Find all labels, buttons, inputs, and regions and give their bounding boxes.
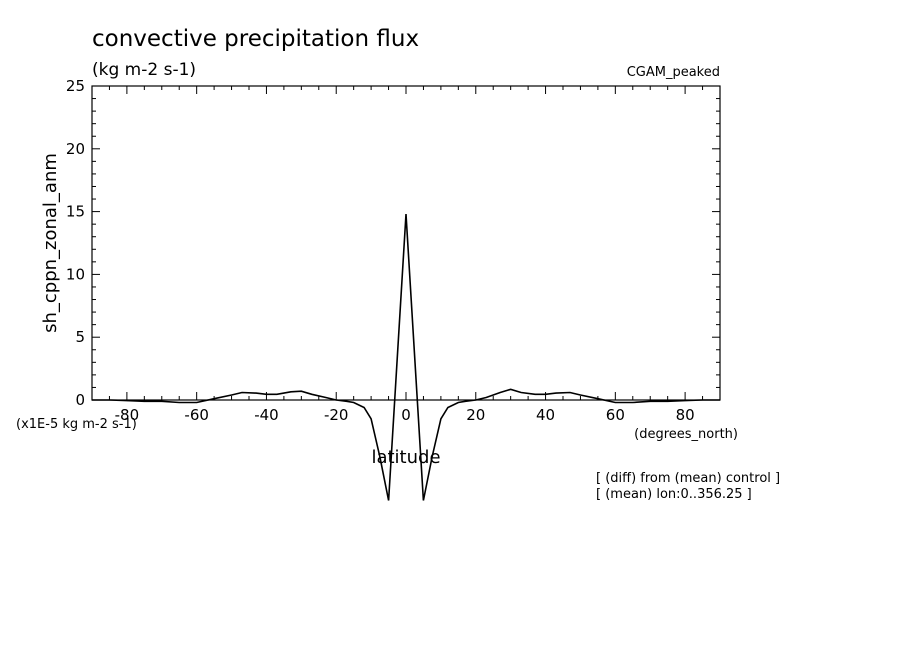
x-tick-label: -80: [115, 406, 140, 424]
chart-title: convective precipitation flux: [92, 26, 419, 52]
x-tick-label: 0: [401, 406, 411, 424]
x-tick-label: 40: [536, 406, 555, 424]
tick-labels: -80 -60 -40 -20 0 20 40 60 80 0 5 10 15 20 25: [66, 77, 695, 424]
note-diff: [ (diff) from (mean) control ]: [596, 471, 780, 486]
y-tick-label: 5: [75, 328, 85, 346]
x-axis-units: (degrees_north): [634, 427, 738, 442]
y-tick-label: 15: [66, 203, 85, 221]
y-tick-label: 20: [66, 140, 85, 158]
y-tick-label: 25: [66, 77, 85, 95]
plot-frame: [91, 85, 721, 401]
y-tick-label: 0: [75, 391, 85, 409]
note-mean: [ (mean) lon:0..356.25 ]: [596, 487, 752, 502]
y-axis-label: sh_cppn_zonal_anm: [40, 153, 61, 333]
x-tick-label: 80: [676, 406, 695, 424]
x-tick-label: -60: [184, 406, 209, 424]
y-tick-label: 10: [66, 265, 85, 283]
experiment-label: CGAM_peaked: [627, 65, 720, 80]
x-axis-label: latitude: [371, 447, 440, 468]
axis-ticks: [91, 85, 721, 401]
x-tick-label: 20: [466, 406, 485, 424]
x-tick-label: -20: [324, 406, 349, 424]
x-tick-label: 60: [606, 406, 625, 424]
x-tick-label: -40: [254, 406, 279, 424]
series-line: [92, 214, 720, 501]
chart-units: (kg m-2 s-1): [92, 60, 196, 80]
scale-note: (x1E-5 kg m-2 s-1): [16, 417, 137, 432]
